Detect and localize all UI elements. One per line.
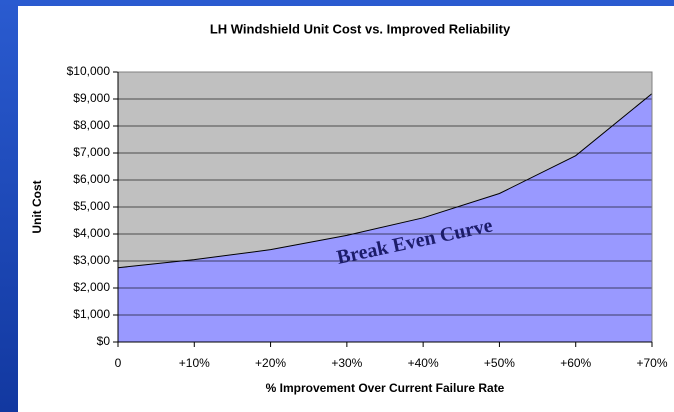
- chart-title: LH Windshield Unit Cost vs. Improved Rel…: [210, 21, 511, 36]
- x-tick-label: 0: [115, 356, 122, 370]
- y-tick-label: $5,000: [73, 199, 110, 213]
- y-tick-label: $10,000: [67, 64, 111, 78]
- x-tick-label: +20%: [255, 356, 286, 370]
- y-tick-label: $2,000: [73, 280, 110, 294]
- y-tick-label: $8,000: [73, 118, 110, 132]
- y-tick-label: $6,000: [73, 172, 110, 186]
- line: [117, 93, 653, 269]
- area: [118, 93, 652, 342]
- y-tick-label: $9,000: [73, 91, 110, 105]
- y-tick-label: $0: [97, 334, 111, 348]
- y-axis-label: Unit Cost: [30, 180, 44, 233]
- x-tick-label: +30%: [331, 356, 362, 370]
- y-tick-label: $7,000: [73, 145, 110, 159]
- x-tick-label: +60%: [560, 356, 591, 370]
- y-tick-label: $4,000: [73, 226, 110, 240]
- x-axis-label: % Improvement Over Current Failure Rate: [266, 381, 505, 395]
- x-tick-label: +70%: [636, 356, 667, 370]
- y-tick-label: $3,000: [73, 253, 110, 267]
- x-tick-label: +50%: [484, 356, 515, 370]
- x-tick-label: +40%: [408, 356, 439, 370]
- y-tick-label: $1,000: [73, 307, 110, 321]
- x-tick-label: +10%: [179, 356, 210, 370]
